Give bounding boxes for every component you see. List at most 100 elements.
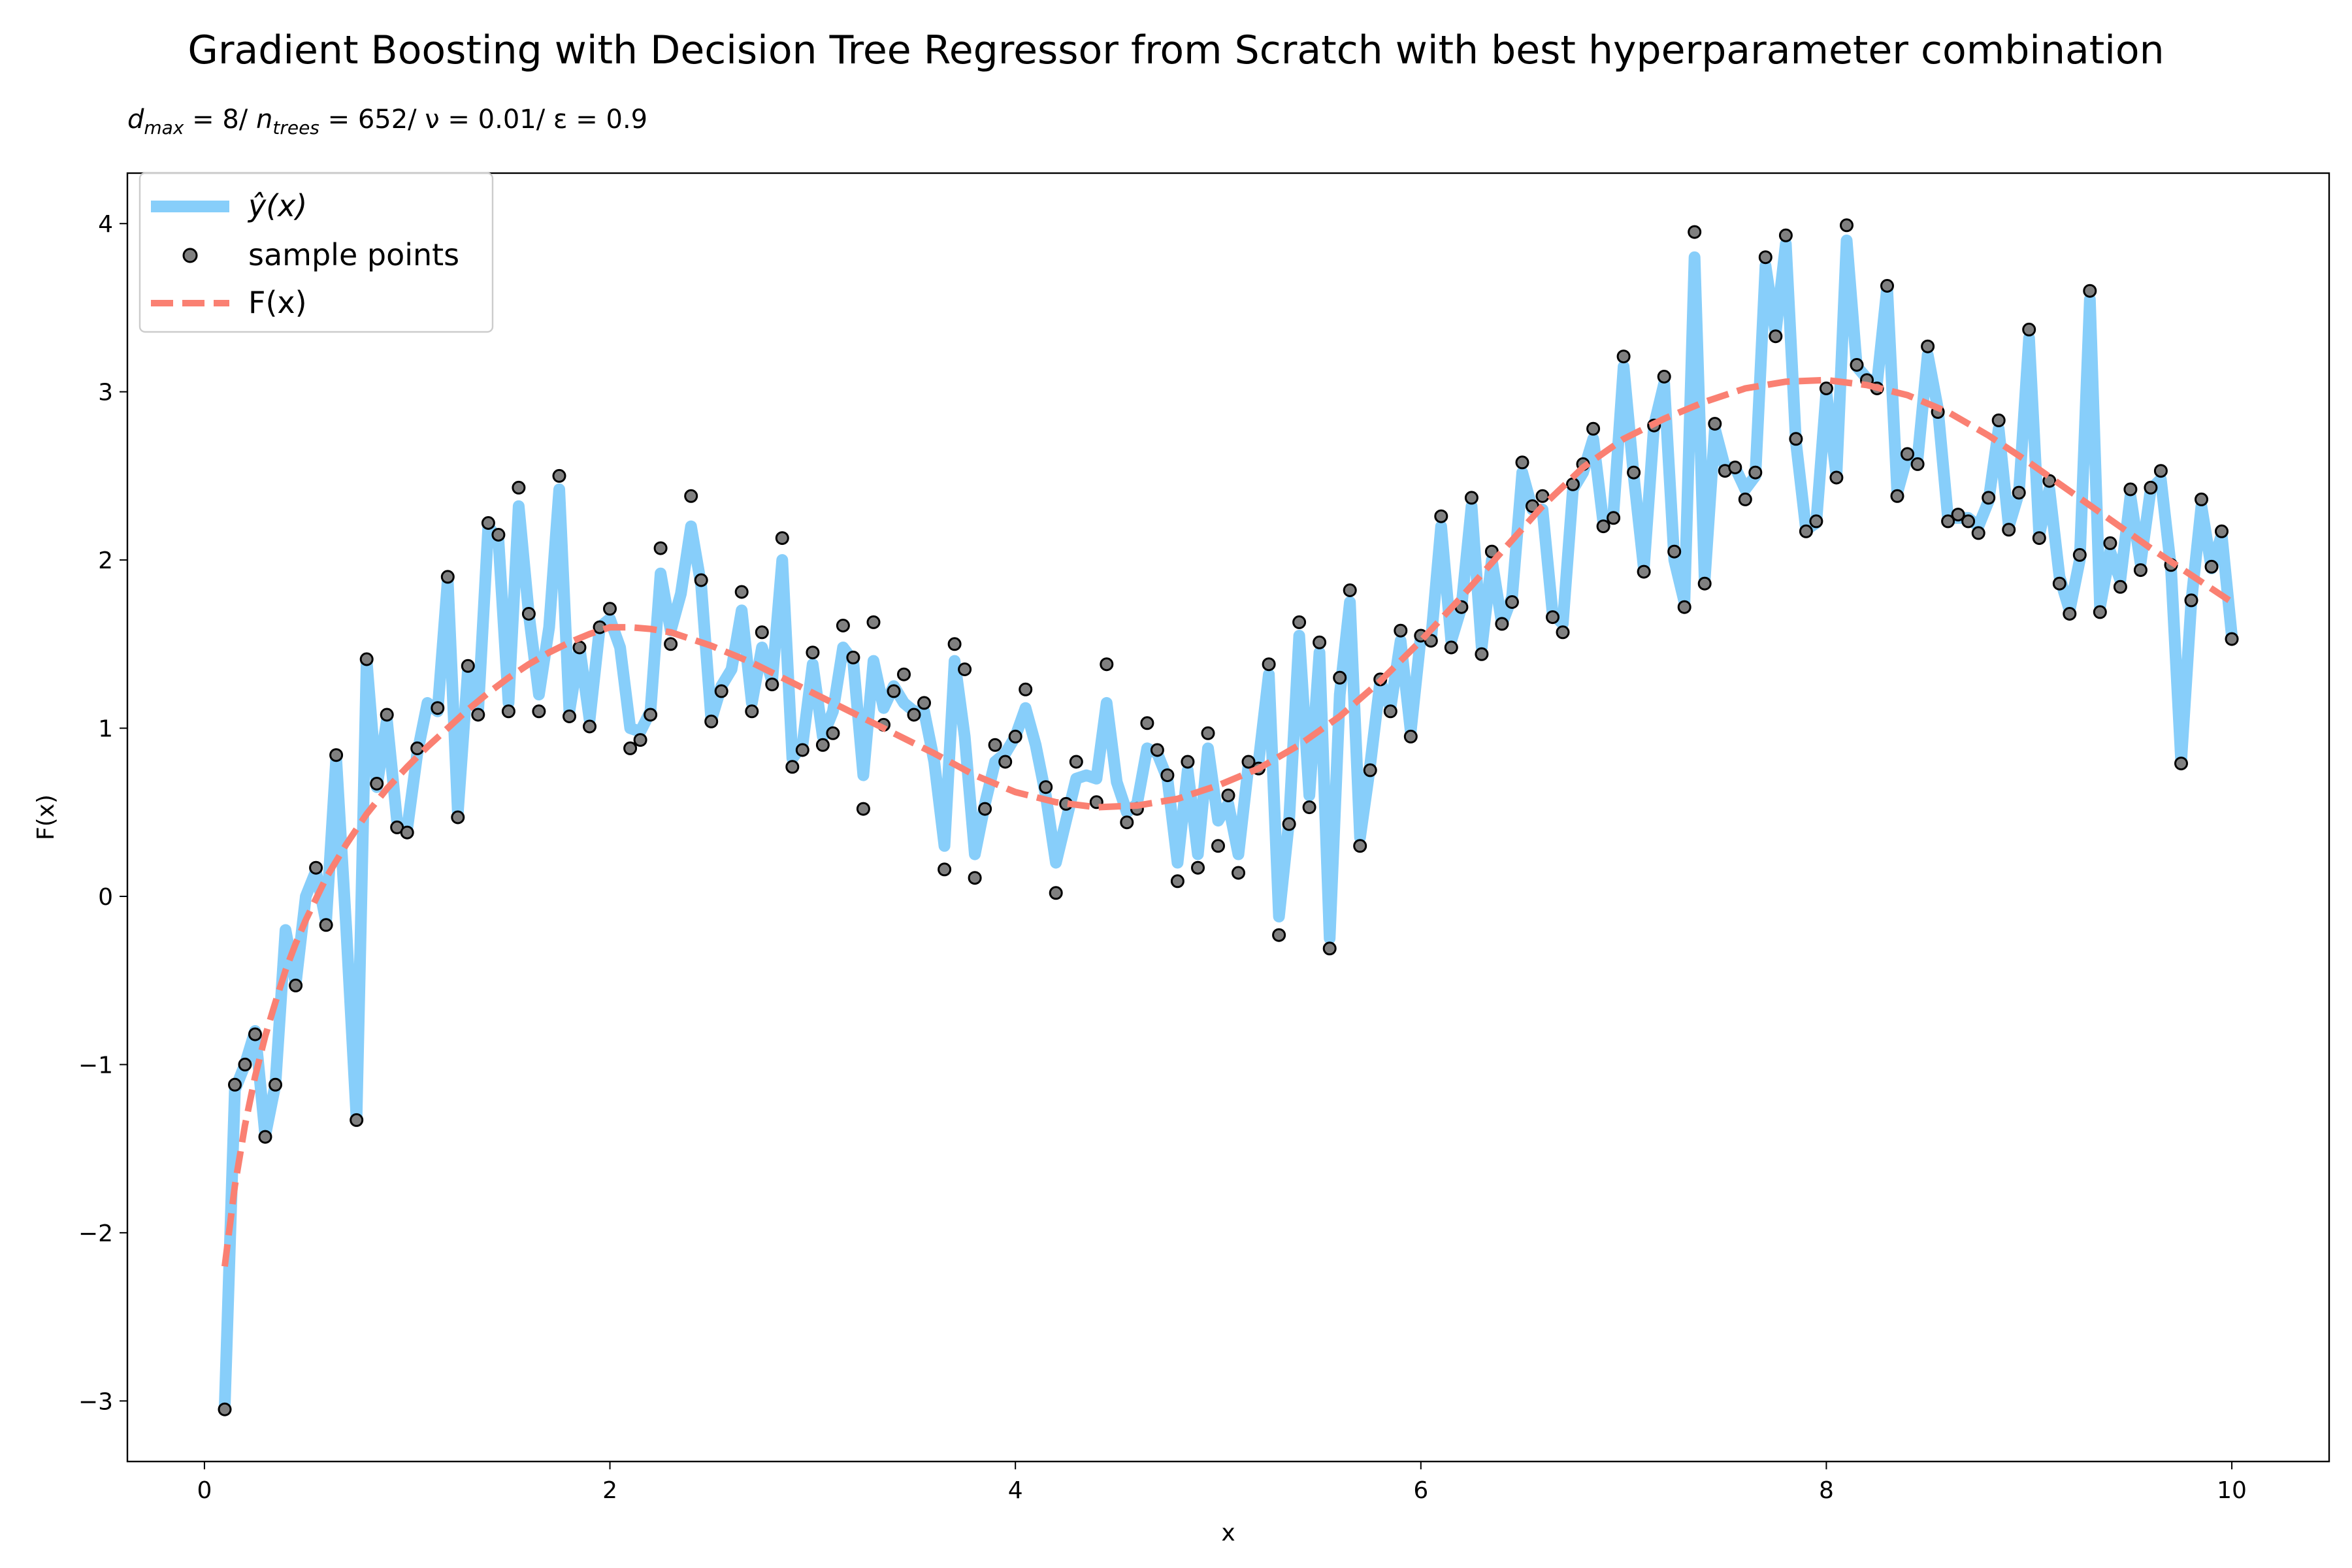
plot-area-frame [126,172,2330,1463]
sample-point [2063,607,2077,621]
sample-point [1232,866,1245,880]
sample-point [2123,482,2138,497]
sample-point [1170,874,1184,889]
sample-point [1921,339,1935,353]
sample-point [795,743,809,757]
x-axis-label: x [1221,1520,1235,1546]
sample-point [218,1402,232,1416]
sample-point [2052,576,2066,591]
y-axis-ticks: −3 −2 −1 0 1 2 3 4 [78,211,127,1415]
sample-point [1901,447,1914,461]
sample-point [1100,657,1114,672]
sample-point [734,585,749,599]
sample-point [978,802,992,816]
sample-point [694,573,708,587]
true-function-line [221,376,2234,1267]
sample-point [1850,358,1864,372]
sample-point [289,978,303,992]
sample-point [431,701,445,715]
sample-point [1778,228,1793,242]
sample-point [2103,536,2117,550]
sample-point [755,625,769,640]
sample-point [1586,421,1601,436]
sample-point [1262,657,1276,672]
sample-point [1728,461,1742,474]
sample-point [501,704,515,719]
y-axis-label: F(x) [33,794,59,840]
sample-point [451,810,465,825]
y-tick-label: −3 [78,1388,113,1415]
sample-point [521,607,536,621]
sample-point [1607,511,1621,525]
y-tick-label: 4 [98,211,113,238]
x-tick-label: 0 [197,1477,212,1504]
sample-point [704,714,719,728]
sample-point [623,741,638,755]
sample-point [907,708,921,722]
sample-point [1667,544,1682,559]
sample-point [1272,928,1286,942]
sample-point [1434,509,1448,523]
legend-frame [139,172,494,333]
sample-point [1880,279,1894,293]
sample-point [1708,417,1722,431]
sample-point [1049,886,1063,900]
legend: ŷ(x) sample points F(x) [139,172,494,333]
sample-point [461,659,475,673]
sample-point [1556,625,1570,640]
sample-point [1363,763,1377,777]
sample-point [1961,514,1976,529]
sample-point [988,738,1002,752]
sample-point [350,1113,364,1127]
sample-point [1505,595,1519,609]
subtitle-nu: ν = 0.01/ [425,105,553,135]
sample-point [248,1027,262,1041]
sample-point [2195,492,2208,506]
series-layer [218,218,2239,1416]
sample-point [1241,755,1256,769]
sample-point [1738,492,1752,506]
sample-point [1069,755,1083,769]
y-tick-label: 3 [98,380,113,406]
sample-point [846,650,860,664]
sample-point [471,708,485,722]
sample-point [2002,523,2016,537]
sample-point [1495,617,1509,631]
sample-point [370,777,384,791]
x-tick-label: 2 [602,1477,617,1504]
y-tick-label: 1 [98,716,113,743]
sample-point [1221,789,1235,802]
sample-point [2072,547,2087,562]
sample-point [2083,284,2097,298]
sample-point [1475,647,1489,661]
sample-point [238,1057,252,1071]
sample-point [653,541,668,555]
sample-point [1008,729,1022,743]
legend-prediction-label: ŷ(x) [247,188,307,223]
chart-title: Gradient Boosting with Decision Tree Reg… [188,27,2164,73]
x-axis-ticks: 0 2 4 6 8 10 [197,1462,2247,1504]
sample-point [1353,839,1367,853]
sample-point [938,862,952,877]
sample-point [1464,491,1478,505]
sample-point [1657,370,1671,384]
subtitle-ntrees-subscript: trees [272,117,319,139]
sample-point [1616,350,1631,364]
sample-point [684,489,698,503]
sample-point [745,704,759,719]
sample-point [258,1130,272,1144]
x-tick-label: 4 [1008,1477,1023,1504]
x-tick-label: 6 [1413,1477,1428,1504]
sample-point [532,704,546,719]
sample-point [228,1077,242,1092]
sample-point [1444,640,1458,655]
y-tick-label: 0 [98,884,113,911]
sample-point [1282,817,1296,831]
sample-point [958,662,972,676]
sample-point [1637,564,1651,579]
sample-point [1982,491,1996,505]
sample-point [1991,413,2006,427]
y-tick-label: 2 [98,547,113,574]
sample-point [309,860,323,875]
subtitle-dmax-value: = 8/ [184,105,256,135]
